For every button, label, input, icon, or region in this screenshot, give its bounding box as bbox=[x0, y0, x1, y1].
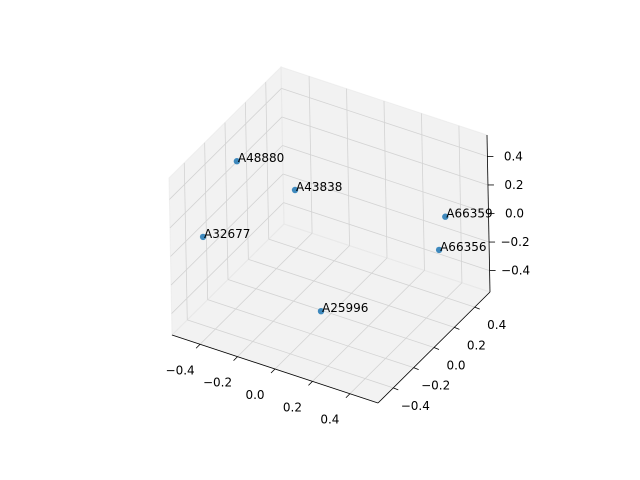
grid-line bbox=[282, 145, 489, 214]
z-axis bbox=[486, 134, 491, 293]
x-tick-label: 0.4 bbox=[320, 413, 339, 427]
point-label: A66359 bbox=[446, 207, 492, 221]
y-axis bbox=[377, 291, 491, 404]
grid-line bbox=[227, 279, 435, 348]
point bbox=[435, 246, 443, 254]
point-label: A32677 bbox=[204, 227, 250, 241]
y-tick-label: 0.4 bbox=[487, 318, 506, 332]
point bbox=[199, 233, 207, 241]
point bbox=[442, 213, 449, 220]
y-tick bbox=[433, 347, 440, 350]
grid-line bbox=[283, 202, 490, 271]
z-tick-label: 0.0 bbox=[505, 207, 524, 221]
x-axis bbox=[171, 334, 379, 404]
x-tick bbox=[308, 381, 313, 386]
x-tick-label: −0.2 bbox=[203, 376, 232, 390]
grid-line bbox=[187, 319, 394, 389]
grid-line bbox=[169, 88, 282, 200]
y-tick bbox=[393, 387, 399, 391]
grid-line bbox=[207, 299, 414, 369]
grid-line bbox=[248, 258, 455, 328]
z-tick-label: 0.2 bbox=[504, 178, 523, 192]
grid-line bbox=[282, 173, 490, 243]
x-tick bbox=[270, 368, 276, 374]
y-tick-label: −0.4 bbox=[401, 399, 430, 413]
point bbox=[291, 186, 299, 194]
y-tick-label: 0.0 bbox=[446, 359, 465, 373]
point-label: A66356 bbox=[440, 240, 486, 254]
grid-line bbox=[169, 116, 283, 229]
y-tick-label: −0.2 bbox=[421, 379, 450, 393]
y-tick bbox=[413, 367, 419, 371]
grid-line bbox=[268, 238, 475, 308]
z-tick-label: −0.4 bbox=[501, 264, 530, 278]
y-tick-label: 0.2 bbox=[467, 338, 486, 352]
x-tick bbox=[345, 393, 351, 399]
x-tick-label: −0.4 bbox=[166, 363, 195, 377]
grid-line bbox=[171, 202, 284, 314]
point-label: A48880 bbox=[238, 151, 284, 165]
grid-line bbox=[281, 88, 488, 157]
point bbox=[317, 307, 325, 315]
z-tick-label: −0.2 bbox=[500, 235, 529, 249]
grid-line bbox=[170, 173, 284, 286]
y-tick bbox=[474, 306, 480, 310]
z-tick-label: 0.4 bbox=[504, 149, 523, 163]
y-tick bbox=[454, 326, 460, 330]
point bbox=[233, 158, 241, 165]
point-label: A43838 bbox=[296, 180, 342, 194]
grid-line bbox=[170, 145, 283, 257]
x-tick bbox=[233, 356, 238, 361]
x-tick bbox=[195, 343, 201, 349]
point-label: A25996 bbox=[322, 301, 368, 315]
grid-line bbox=[281, 116, 489, 186]
x-tick-label: 0.0 bbox=[245, 388, 264, 402]
x-tick-label: 0.2 bbox=[283, 400, 302, 414]
